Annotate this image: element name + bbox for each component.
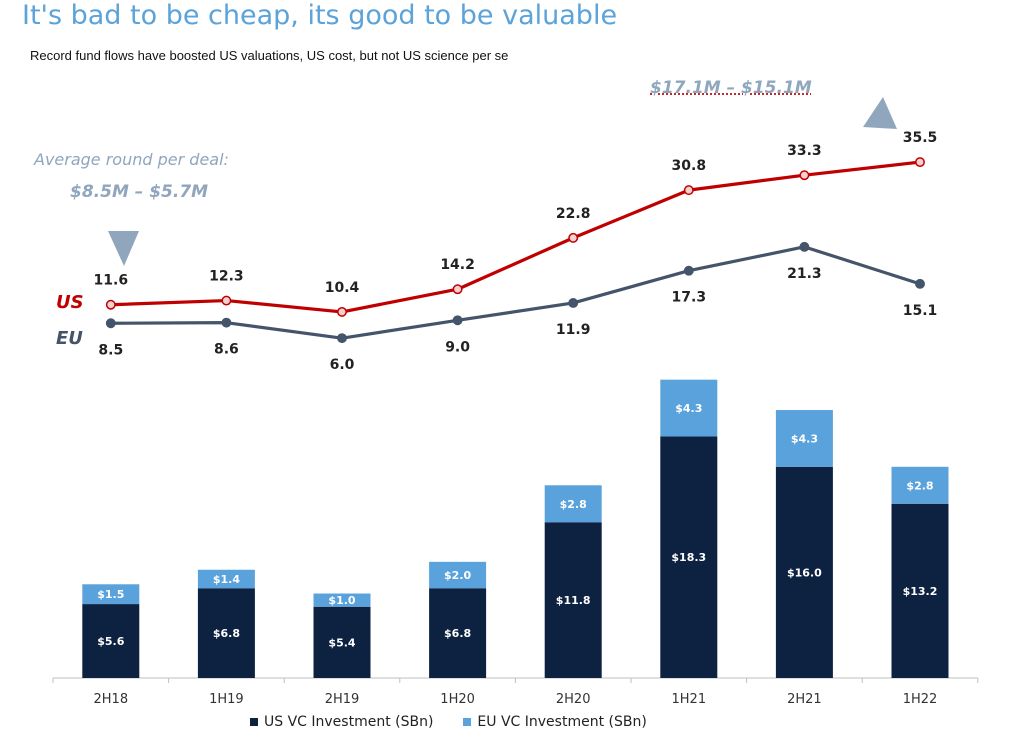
bar-us-1H19	[197, 588, 255, 678]
bar-us-2H20	[544, 522, 602, 678]
x-tick-label: 2H20	[556, 692, 591, 707]
bar-us-label: $6.8	[213, 627, 240, 640]
legend-label-eu: EU VC Investment (SBn)	[477, 714, 647, 730]
bar-eu-label: $2.8	[906, 479, 933, 492]
legend-swatch-us	[250, 718, 258, 726]
line-eu-label: 21.3	[787, 266, 822, 282]
bar-eu-1H22	[891, 466, 949, 504]
x-tick-label: 2H21	[787, 692, 822, 707]
x-tick-label: 1H19	[209, 692, 244, 707]
point-eu-1H19	[221, 317, 232, 328]
bar-eu-2H18	[82, 584, 140, 605]
x-tick-label: 1H20	[440, 692, 475, 707]
bar-eu-2H21	[775, 410, 833, 467]
line-eu-label: 17.3	[672, 290, 707, 306]
x-tick-label: 1H22	[903, 692, 938, 707]
point-eu-2H19	[337, 333, 347, 344]
line-eu-label: 6.0	[330, 357, 355, 373]
average-round-label: Average round per deal:	[34, 150, 229, 169]
bar-eu-label: $2.8	[560, 498, 587, 511]
line-us-label: 14.2	[440, 257, 475, 273]
point-us-1H19	[221, 295, 232, 306]
point-us-1H22	[915, 157, 925, 168]
x-tick-label: 1H21	[672, 692, 707, 707]
line-us-label: 30.8	[672, 158, 707, 174]
line-eu-label: 11.9	[556, 322, 591, 338]
bar-us-label: $13.2	[903, 585, 938, 598]
bar-eu-1H19	[197, 569, 255, 589]
legend-label-us: US VC Investment (SBn)	[264, 714, 434, 730]
bar-eu-label: $2.0	[444, 569, 471, 582]
point-eu-2H21	[799, 241, 810, 252]
point-us-2H18	[105, 299, 116, 310]
bar-us-2H21	[775, 466, 833, 678]
line-us-label: 12.3	[209, 269, 244, 285]
line-us-label: 22.8	[556, 206, 591, 222]
bar-us-2H18	[82, 604, 140, 678]
eu-series-tag: EU	[56, 328, 83, 349]
bar-eu-1H20	[429, 561, 487, 589]
x-tick-label: 2H19	[325, 692, 360, 707]
bar-us-2H19	[313, 606, 371, 678]
line-eu-label: 8.6	[214, 342, 239, 358]
point-eu-1H20	[452, 315, 463, 326]
point-eu-1H22	[915, 278, 925, 289]
point-us-1H21	[683, 185, 694, 196]
line-us-label: 35.5	[903, 130, 938, 146]
bar-us-label: $5.6	[97, 635, 124, 648]
bar-us-1H20	[429, 588, 487, 678]
bar-us-1H21	[660, 436, 718, 678]
chart-title: It's bad to be cheap, its good to be val…	[22, 0, 618, 31]
line-eu	[110, 245, 921, 340]
legend-item-us: US VC Investment (SBn)	[250, 714, 433, 730]
bar-us-label: $5.4	[328, 636, 355, 649]
bar-us-label: $6.8	[444, 627, 471, 640]
line-us-label: 33.3	[787, 143, 822, 159]
line-us-label: 10.4	[325, 280, 360, 296]
bar-eu-2H20	[544, 485, 602, 523]
point-eu-1H21	[683, 265, 694, 276]
x-tick-label: 2H18	[94, 692, 129, 707]
bar-eu-label: $4.3	[675, 402, 702, 415]
legend-swatch-eu	[463, 718, 472, 726]
bar-us-label: $16.0	[787, 566, 822, 579]
us-series-tag: US	[56, 292, 84, 313]
point-eu-2H20	[568, 298, 579, 308]
chart-legend: US VC Investment (SBn) EU VC Investment …	[250, 714, 647, 730]
point-us-2H19	[337, 306, 347, 317]
point-us-1H20	[452, 284, 463, 295]
bar-us-1H22	[891, 503, 949, 678]
legend-item-eu: EU VC Investment (SBn)	[463, 714, 647, 730]
point-us-2H20	[568, 232, 579, 243]
bar-eu-label: $1.5	[97, 588, 124, 601]
bar-us-label: $11.8	[556, 594, 591, 607]
line-eu-label: 9.0	[445, 339, 470, 355]
down-arrow-marker	[108, 231, 139, 266]
line-eu-label: 15.1	[903, 303, 938, 319]
bar-eu-label: $1.0	[328, 594, 355, 607]
up-arrow-marker	[863, 97, 897, 129]
line-us-label: 11.6	[94, 273, 129, 289]
chart-subtitle: Record fund flows have boosted US valuat…	[30, 48, 509, 63]
average-round-range: $8.5M – $5.7M	[70, 182, 209, 202]
bar-eu-label: $4.3	[791, 432, 818, 445]
top-range-annotation: $17.1M – $15.1M	[650, 78, 812, 98]
bar-eu-1H21	[660, 379, 718, 437]
point-eu-2H18	[105, 318, 116, 329]
line-eu-label: 8.5	[98, 342, 123, 358]
point-us-2H21	[799, 170, 810, 181]
line-us	[110, 160, 921, 314]
bar-us-label: $18.3	[671, 551, 706, 564]
bar-eu-label: $1.4	[213, 573, 240, 586]
bar-eu-2H19	[313, 593, 371, 607]
